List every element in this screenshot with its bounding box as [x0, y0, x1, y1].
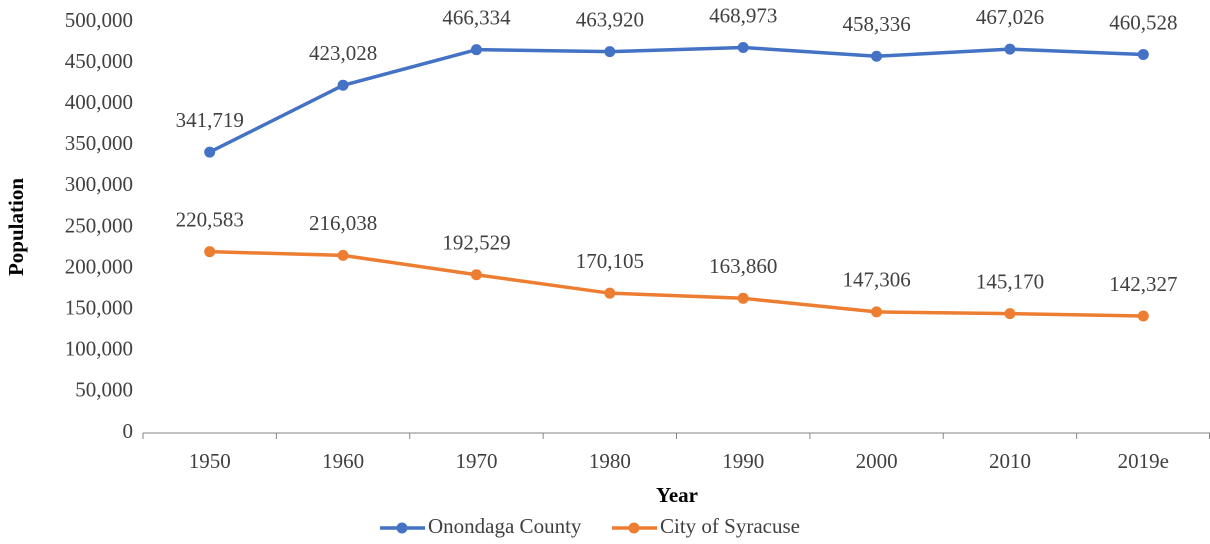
- data-label: 468,973: [709, 3, 777, 27]
- data-point: [1004, 308, 1016, 320]
- y-tick-label: 350,000: [65, 131, 133, 155]
- y-tick-label: 250,000: [65, 213, 133, 237]
- data-label: 170,105: [576, 249, 644, 273]
- x-axis-title: Year: [656, 483, 698, 507]
- x-tick-label: 1980: [589, 449, 631, 473]
- legend-marker: [396, 522, 408, 534]
- x-tick-label: 1950: [189, 449, 231, 473]
- x-tick-label: 1990: [722, 449, 764, 473]
- y-tick-label: 200,000: [65, 254, 133, 278]
- y-axis-title: Population: [4, 178, 28, 276]
- data-label: 163,860: [709, 254, 777, 278]
- data-point: [337, 249, 349, 261]
- x-tick-label: 2019e: [1118, 449, 1169, 473]
- data-point: [204, 146, 216, 158]
- x-tick-label: 2000: [856, 449, 898, 473]
- data-point: [871, 306, 883, 318]
- data-point: [1137, 310, 1149, 322]
- data-point: [737, 292, 749, 304]
- data-point: [204, 246, 216, 258]
- data-label: 466,334: [442, 5, 511, 29]
- data-label: 423,028: [309, 41, 377, 65]
- data-point: [604, 46, 616, 58]
- data-label: 341,719: [176, 108, 244, 132]
- data-point: [871, 50, 883, 62]
- data-label: 216,038: [309, 211, 377, 235]
- y-tick-label: 400,000: [65, 90, 133, 114]
- y-tick-label: 450,000: [65, 49, 133, 73]
- data-label: 463,920: [576, 7, 644, 31]
- y-tick-label: 50,000: [75, 378, 133, 402]
- data-point: [470, 44, 482, 56]
- data-label: 460,528: [1109, 10, 1177, 34]
- data-label: 220,583: [176, 207, 244, 231]
- data-point: [470, 269, 482, 281]
- data-point: [337, 79, 349, 91]
- y-tick-label: 150,000: [65, 296, 133, 320]
- y-tick-label: 100,000: [65, 337, 133, 361]
- y-tick-label: 0: [123, 419, 134, 443]
- data-label: 145,170: [976, 269, 1044, 293]
- data-point: [1004, 43, 1016, 55]
- legend-label: Onondaga County: [428, 514, 582, 538]
- y-tick-label: 500,000: [65, 8, 133, 32]
- y-tick-label: 300,000: [65, 172, 133, 196]
- data-label: 458,336: [842, 12, 910, 36]
- data-point: [604, 287, 616, 299]
- x-tick-label: 2010: [989, 449, 1031, 473]
- data-point: [737, 42, 749, 54]
- data-label: 467,026: [976, 5, 1044, 29]
- x-tick-label: 1960: [322, 449, 364, 473]
- legend-label: City of Syracuse: [660, 514, 800, 538]
- data-label: 147,306: [842, 268, 910, 292]
- data-point: [1137, 48, 1149, 60]
- data-label: 192,529: [442, 231, 510, 255]
- data-label: 142,327: [1109, 272, 1177, 296]
- x-tick-label: 1970: [455, 449, 497, 473]
- series-line: [208, 45, 1144, 154]
- series-line: [209, 249, 1144, 318]
- legend-marker: [628, 522, 640, 534]
